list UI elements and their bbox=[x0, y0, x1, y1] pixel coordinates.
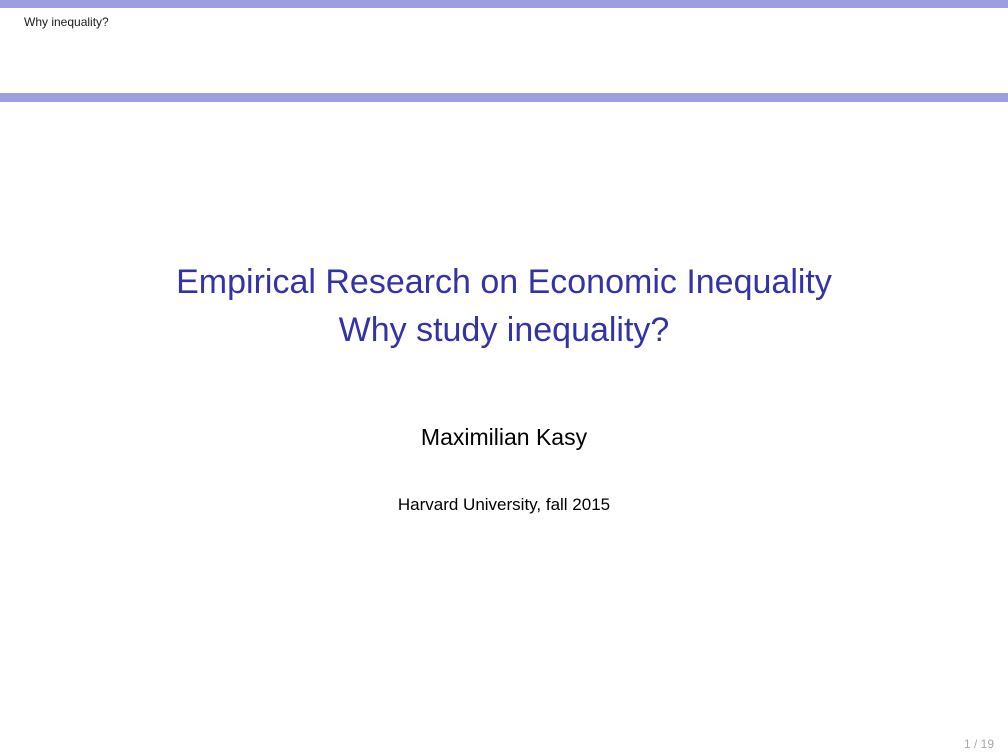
header-section-title: Why inequality? bbox=[24, 15, 109, 29]
author-name: Maximilian Kasy bbox=[420, 424, 588, 450]
top-accent-bar bbox=[0, 0, 1008, 8]
slide-title: Empirical Research on Economic Inequalit… bbox=[0, 258, 1008, 354]
page-number: 1 / 19 bbox=[963, 737, 994, 751]
title-line-1: Empirical Research on Economic Inequalit… bbox=[176, 263, 832, 301]
header-divider-bar bbox=[0, 93, 1008, 102]
title-line-2: Why study inequality? bbox=[338, 311, 670, 349]
institute-date: Harvard University, fall 2015 bbox=[397, 495, 611, 514]
